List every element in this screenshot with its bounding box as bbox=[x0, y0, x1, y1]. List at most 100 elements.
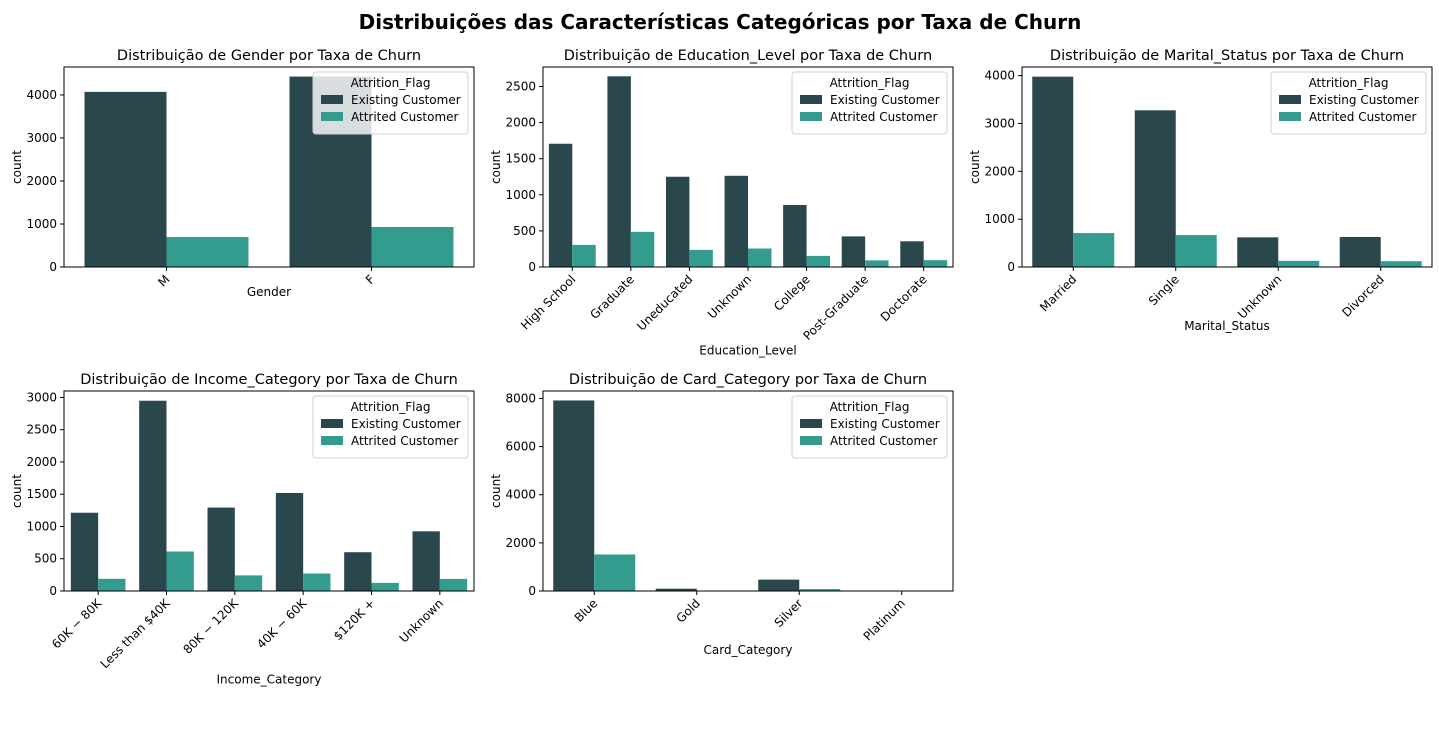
bar-attrited bbox=[799, 589, 841, 591]
y-tick-label: 2000 bbox=[505, 536, 536, 550]
y-tick-label: 4000 bbox=[505, 488, 536, 502]
bar-existing bbox=[275, 493, 304, 591]
x-tick-label: Less than $40K bbox=[98, 595, 174, 671]
bar-attrited bbox=[234, 575, 263, 591]
x-tick-label: Unknown bbox=[397, 596, 446, 645]
legend-box bbox=[312, 71, 469, 135]
legend-label: Existing Customer bbox=[351, 93, 461, 107]
y-tick-label: 1000 bbox=[984, 212, 1015, 226]
x-tick-label: $120K + bbox=[331, 596, 378, 643]
x-tick-label: Unknown bbox=[705, 272, 754, 321]
bar-existing bbox=[1032, 76, 1074, 267]
legend-swatch bbox=[800, 95, 822, 104]
plot-frame bbox=[1021, 66, 1433, 268]
y-tick-label: 8000 bbox=[505, 391, 536, 405]
legend-box bbox=[791, 395, 948, 459]
legend-box bbox=[1270, 71, 1427, 135]
bar-attrited bbox=[1175, 235, 1217, 267]
x-tick-label: Gold bbox=[673, 596, 702, 625]
bar-existing bbox=[548, 143, 573, 267]
bar-attrited bbox=[630, 231, 655, 267]
x-tick-label: Single bbox=[1146, 272, 1182, 308]
y-tick-label: 1000 bbox=[26, 519, 57, 533]
bar-attrited bbox=[748, 248, 772, 267]
x-axis-label: Card_Category bbox=[704, 643, 793, 657]
bar-existing bbox=[1237, 237, 1279, 267]
bar-attrited bbox=[1073, 233, 1115, 267]
x-axis-label: Income_Category bbox=[217, 673, 322, 687]
bar-existing bbox=[139, 400, 167, 591]
y-tick-label: 2500 bbox=[26, 423, 57, 437]
legend-label: Attrited Customer bbox=[1309, 110, 1417, 124]
y-tick-label: 1000 bbox=[26, 217, 57, 231]
x-tick-label: Blue bbox=[572, 596, 601, 625]
legend-box bbox=[312, 395, 469, 459]
legend-label: Existing Customer bbox=[1309, 93, 1419, 107]
subplot-title: Distribuição de Income_Category por Taxa… bbox=[80, 372, 458, 388]
y-axis-label: count bbox=[489, 474, 503, 508]
x-tick-label: Platinum bbox=[861, 596, 908, 643]
legend-label: Existing Customer bbox=[830, 417, 940, 431]
legend-swatch bbox=[321, 112, 343, 121]
legend-swatch bbox=[800, 419, 822, 428]
bar-attrited bbox=[166, 551, 194, 591]
bar-attrited bbox=[371, 227, 454, 267]
subplot-title: Distribuição de Gender por Taxa de Churn bbox=[117, 48, 421, 64]
plot-frame bbox=[63, 390, 475, 592]
y-tick-label: 6000 bbox=[505, 440, 536, 454]
bar-attrited bbox=[806, 255, 830, 267]
y-tick-label: 1000 bbox=[505, 188, 536, 202]
legend-label: Existing Customer bbox=[830, 93, 940, 107]
legend: Attrition_Flag Existing Customer Attrited … bbox=[312, 71, 469, 135]
figure-title: Distribuições das Características Categó… bbox=[359, 10, 1082, 34]
y-tick-label: 4000 bbox=[26, 88, 57, 102]
bar-existing bbox=[783, 204, 807, 267]
bar-existing bbox=[1339, 237, 1381, 267]
y-tick-label: 500 bbox=[513, 224, 536, 238]
y-tick-label: 4000 bbox=[984, 69, 1015, 83]
x-tick-label: Silver bbox=[772, 596, 806, 630]
legend-title: Attrition_Flag bbox=[1309, 76, 1389, 90]
legend-swatch bbox=[1279, 112, 1301, 121]
legend: Attrition_Flag Existing Customer Attrited … bbox=[791, 395, 948, 459]
plot-frame bbox=[542, 390, 954, 592]
bar-existing bbox=[207, 507, 235, 591]
y-tick-label: 2000 bbox=[26, 455, 57, 469]
y-tick-label: 500 bbox=[34, 552, 57, 566]
bar-existing bbox=[1134, 110, 1176, 267]
legend-swatch bbox=[321, 436, 343, 445]
bar-existing bbox=[841, 236, 866, 267]
subplot-title: Distribuição de Marital_Status por Taxa … bbox=[1050, 48, 1404, 64]
x-axis-label: Gender bbox=[247, 285, 291, 299]
bar-attrited bbox=[923, 260, 948, 267]
x-tick-label: Unknown bbox=[1235, 272, 1284, 321]
bar-existing bbox=[84, 91, 167, 267]
x-tick-label: College bbox=[771, 272, 813, 314]
bar-existing bbox=[607, 76, 631, 267]
bar-attrited bbox=[865, 260, 889, 267]
legend-label: Attrited Customer bbox=[351, 110, 459, 124]
x-tick-label: 40K − 60K bbox=[254, 595, 310, 651]
legend-title: Attrition_Flag bbox=[830, 400, 910, 414]
legend: Attrition_Flag Existing Customer Attrited … bbox=[791, 71, 948, 135]
bar-attrited bbox=[689, 249, 713, 267]
bar-existing bbox=[655, 588, 697, 591]
bar-attrited bbox=[98, 578, 126, 591]
legend-title: Attrition_Flag bbox=[351, 400, 431, 414]
y-tick-label: 2000 bbox=[505, 116, 536, 130]
legend-title: Attrition_Flag bbox=[830, 76, 910, 90]
legend-swatch bbox=[800, 112, 822, 121]
y-tick-label: 1500 bbox=[26, 487, 57, 501]
legend-box bbox=[791, 71, 948, 135]
bar-existing bbox=[412, 531, 440, 591]
legend-swatch bbox=[800, 436, 822, 445]
y-axis-label: count bbox=[10, 474, 24, 508]
subplot-5: 0 2000 4000 6000 8000 Blue Gold Silver Platinum C… bbox=[489, 372, 954, 657]
bar-attrited bbox=[371, 582, 399, 591]
subplot-3: 0 1000 2000 3000 4000 Married Single Unknown Div… bbox=[968, 48, 1433, 333]
legend-label: Attrited Customer bbox=[830, 434, 938, 448]
bar-existing bbox=[70, 512, 99, 591]
